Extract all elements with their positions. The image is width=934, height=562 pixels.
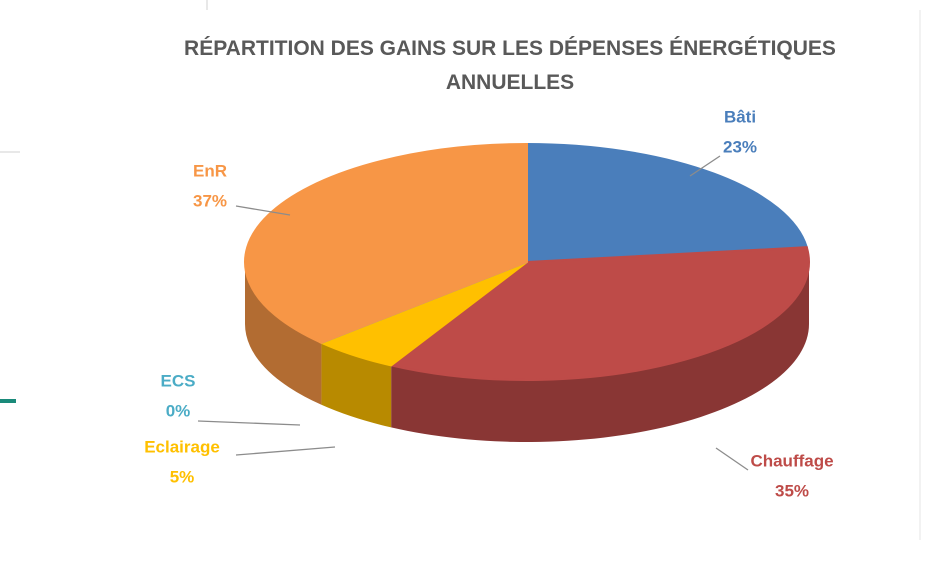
value-label: 23% <box>723 137 757 156</box>
category-label: EnR <box>193 161 227 180</box>
value-label: 0% <box>166 401 191 420</box>
leader-line <box>235 205 291 216</box>
leader-line <box>689 155 721 177</box>
slice-side <box>321 342 392 428</box>
leader-line <box>715 447 749 471</box>
leader-line <box>197 420 301 426</box>
value-label: 5% <box>170 467 195 486</box>
category-label: Chauffage <box>750 451 833 470</box>
category-label: Eclairage <box>144 437 220 456</box>
value-label: 37% <box>193 191 227 210</box>
slice-side <box>245 262 322 405</box>
slice <box>526 142 809 264</box>
slice <box>388 246 810 381</box>
slice-side <box>391 262 809 442</box>
category-label: Bâti <box>724 107 756 126</box>
category-label: ECS <box>161 371 196 390</box>
slice <box>244 142 528 344</box>
leader-line <box>235 446 336 456</box>
value-label: 35% <box>775 481 809 500</box>
chart-title: RÉPARTITION DES GAINS SUR LES DÉPENSES É… <box>184 37 836 94</box>
